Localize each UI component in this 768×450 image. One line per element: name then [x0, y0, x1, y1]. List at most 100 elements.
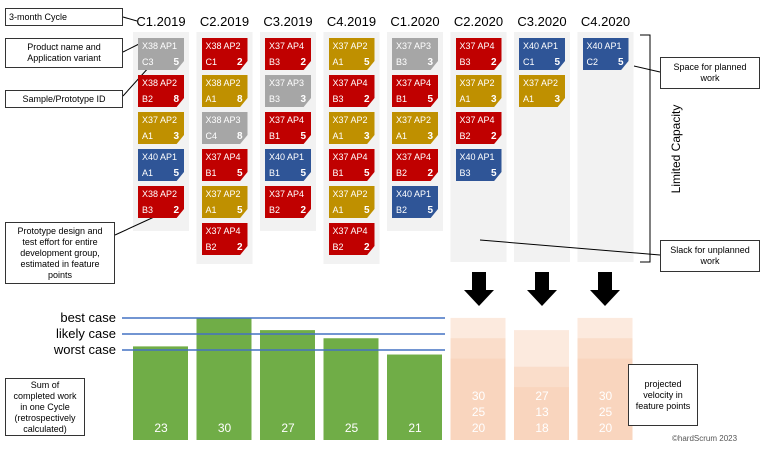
card-name: X37 AP2	[459, 78, 495, 88]
card-id: A1	[142, 168, 154, 178]
card-id: C1	[523, 57, 535, 67]
card: X38 AP2 B3 2	[138, 186, 184, 218]
card: X37 AP2 A1 3	[138, 112, 184, 144]
cycle-label: C1.2019	[136, 14, 186, 29]
card-points: 5	[236, 205, 243, 216]
card-id: B1	[205, 168, 217, 178]
card: X37 AP4 B2 2	[201, 223, 248, 255]
card: X37 AP4 B1 5	[392, 75, 438, 107]
card-points: 2	[300, 205, 306, 216]
card-points: 8	[236, 131, 243, 142]
card-id: B3	[269, 94, 281, 104]
cycle-column	[450, 32, 507, 262]
cycle-label: C4.2019	[326, 14, 377, 29]
card-points: 5	[363, 205, 370, 216]
card: X37 AP4 B3 2	[328, 75, 375, 107]
projected-value: 13	[535, 405, 549, 419]
card-name: X37 AP3	[396, 41, 432, 51]
card: X37 AP2 A1 3	[392, 112, 438, 144]
card-points: 5	[236, 168, 243, 179]
card-id: B3	[269, 57, 281, 67]
card-name: X37 AP4	[205, 226, 241, 236]
card-points: 3	[173, 131, 179, 142]
card-points: 8	[236, 94, 243, 105]
card-points: 2	[363, 94, 370, 105]
card-name: X40 AP1	[269, 152, 305, 162]
arrow	[527, 272, 557, 306]
card: X37 AP3 B3 3	[392, 38, 438, 70]
card-points: 3	[427, 131, 433, 142]
card-id: A1	[205, 94, 217, 104]
card-name: X37 AP4	[269, 189, 305, 199]
projected-value: 30	[471, 389, 486, 403]
card-name: X38 AP2	[142, 189, 178, 199]
card-points: 2	[173, 205, 179, 216]
card-points: 5	[363, 168, 370, 179]
card-id: B1	[269, 168, 281, 178]
card-id: A1	[332, 205, 344, 215]
capacity-label: Limited Capacity	[669, 104, 683, 194]
card: X38 AP1 C3 5	[138, 38, 184, 70]
card-id: C2	[586, 57, 599, 67]
cycle-label: C3.2020	[517, 14, 567, 29]
projected-bar	[450, 338, 506, 440]
capacity-bracket	[640, 34, 651, 263]
card-id: B2	[459, 131, 471, 141]
card-name: X38 AP2	[205, 41, 241, 51]
card-name: X38 AP3	[205, 115, 241, 125]
card: X40 AP1 B3 5	[455, 149, 502, 181]
card-points: 5	[173, 57, 179, 68]
card-id: B3	[459, 57, 471, 67]
card-points: 5	[173, 168, 179, 179]
card-id: B3	[332, 94, 344, 104]
card-name: X37 AP2	[332, 41, 368, 51]
card-name: X40 AP1	[523, 41, 559, 51]
scenario-label: best case	[60, 310, 116, 325]
projected-bar	[577, 358, 633, 440]
velocity-value: 23	[154, 421, 168, 435]
card-id: A1	[459, 94, 471, 104]
velocity-value: 25	[344, 421, 359, 435]
card-name: X37 AP4	[396, 152, 432, 162]
card-name: X37 AP2	[332, 189, 368, 199]
cycle-label: C1.2020	[390, 14, 440, 29]
card: X37 AP4 B2 2	[392, 149, 438, 181]
callout: Product name and Application variant	[5, 38, 123, 68]
velocity-bar	[323, 338, 379, 440]
callout: Sum of completed work in one Cycle (retr…	[5, 378, 85, 436]
card-id: B3	[142, 205, 154, 215]
scenario-label: likely case	[56, 326, 116, 341]
card-name: X40 AP1	[396, 189, 432, 199]
card-points: 2	[300, 57, 306, 68]
projected-value: 25	[471, 405, 486, 419]
callout: Space for planned work	[660, 57, 760, 89]
callout: Prototype design and test effort for ent…	[5, 222, 115, 284]
card: X37 AP3 B3 3	[265, 75, 311, 107]
card: X38 AP2 B2 8	[138, 75, 184, 107]
projected-bar	[577, 317, 633, 440]
card-name: X37 AP2	[142, 115, 178, 125]
card: X37 AP4 B3 2	[265, 38, 311, 70]
card-points: 2	[427, 168, 433, 179]
card-points: 3	[300, 94, 306, 105]
card-id: A1	[205, 205, 217, 215]
card-id: A1	[396, 131, 408, 141]
velocity-bar	[260, 330, 315, 440]
arrows	[464, 272, 620, 306]
connector	[479, 239, 661, 256]
card-id: A1	[523, 94, 535, 104]
card: X40 AP1 B1 5	[265, 149, 311, 181]
callout: Slack for unplanned work	[660, 240, 760, 272]
card: X40 AP1 C2 5	[582, 38, 629, 70]
card-name: X37 AP4	[269, 115, 305, 125]
card-points: 5	[300, 168, 306, 179]
card-points: 5	[490, 168, 497, 179]
card-name: X37 AP2	[523, 78, 559, 88]
card-name: X40 AP1	[586, 41, 622, 51]
card: X37 AP4 B2 2	[328, 223, 375, 255]
connector	[122, 65, 151, 97]
card-id: B2	[205, 242, 217, 252]
card: X38 AP2 A1 8	[201, 75, 248, 107]
projected-bar	[514, 387, 569, 440]
